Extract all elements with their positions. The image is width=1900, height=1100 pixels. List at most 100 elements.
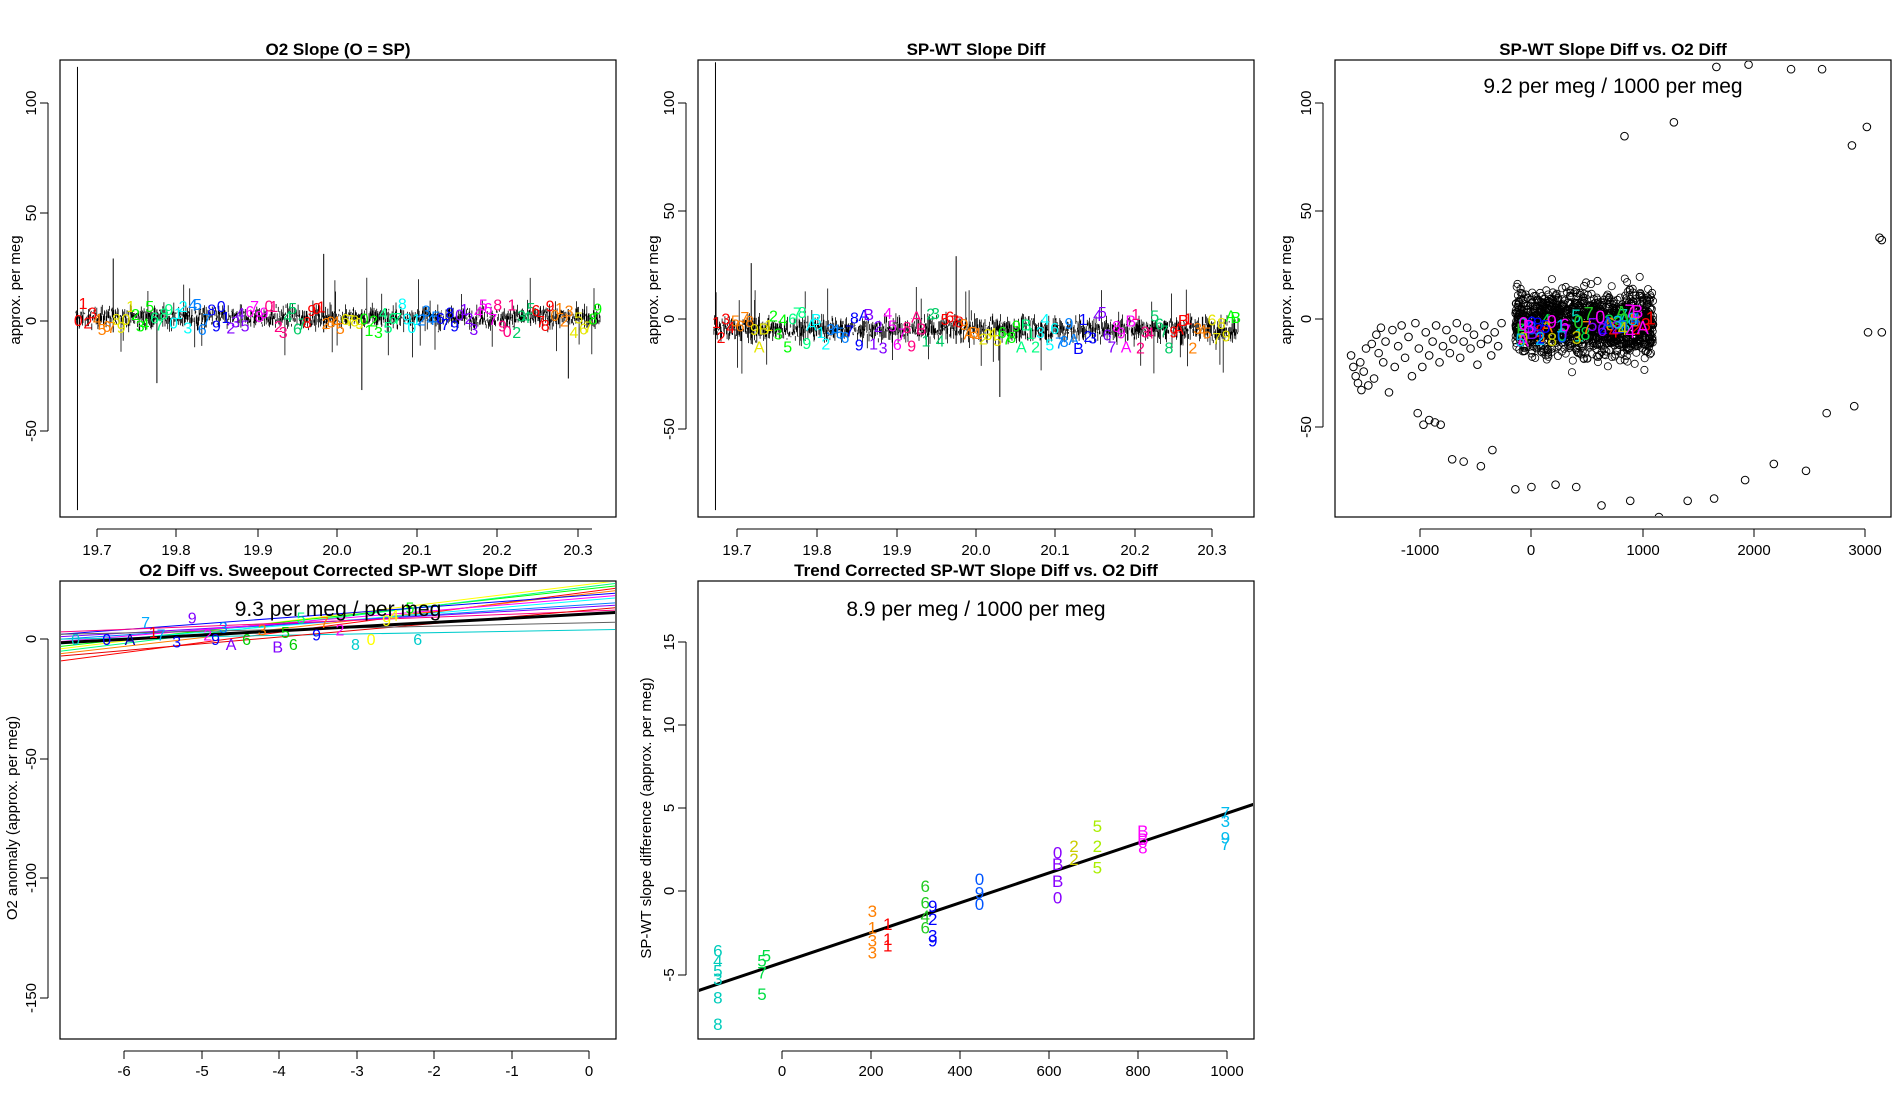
scatter-point [1712,62,1721,72]
data-label: 1 [222,310,231,327]
scatter-point [1597,312,1606,321]
scatter-point [1537,344,1546,353]
scatter-point [1643,299,1652,308]
scatter-point [1633,309,1642,318]
data-label: B [811,312,822,329]
scatter-point [1643,319,1652,328]
scatter-point [1564,305,1573,314]
scatter-point [1511,309,1520,318]
scatter-point [1568,356,1577,365]
scatter-point [1384,388,1394,397]
data-label: 5 [941,312,950,329]
data-label: 3 [88,306,97,323]
data-label: 8 [1217,316,1226,333]
data-label: 0 [367,632,376,649]
y-tick-label: 10 [661,717,678,734]
data-label: 5 [1540,317,1550,337]
data-label: 6 [998,325,1007,342]
series-line [75,277,601,358]
data-label: 6 [1050,321,1059,338]
data-label: 1 [1535,327,1545,347]
data-label: 0 [975,895,984,914]
data-label: 8 [713,988,722,1007]
data-label: B [916,321,927,338]
scatter-point [1522,312,1531,321]
scatter-point [1531,353,1540,362]
scatter-point [1600,330,1609,339]
fit-line-thin [61,609,615,633]
data-label: 5 [145,299,154,316]
data-label: 1 [883,930,892,949]
data-label: 9 [117,320,126,337]
scatter-point [1646,293,1655,302]
scatter-point [1553,351,1562,360]
scatter-point [1483,334,1493,344]
data-label: 0 [1053,843,1062,862]
scatter-point [1442,325,1451,335]
scatter-point [1430,418,1440,427]
data-label: 3 [868,943,877,962]
x-ticks: 19.7 19.8 19.9 20.0 20.1 20.2 20.3 [82,529,593,559]
data-label: 7 [950,313,959,330]
scatter-point [1528,298,1537,307]
data-label: 9 [802,336,811,353]
scatter-point [1599,325,1608,334]
scatter-point [1623,332,1632,341]
panel-o2-diff-vs-sweepout: O2 Diff vs. Sweepout Corrected SP-WT Slo… [4,561,617,1080]
y-ticks: 0 -50 -100 -150 [23,635,48,1013]
data-label: 9 [212,319,221,336]
scatter-point [1561,349,1570,358]
data-label: 6 [1207,312,1216,329]
y-tick-label: -5 [661,968,678,981]
scatter-point [1523,293,1532,302]
series-line [713,287,1239,374]
data-label: 4 [331,315,340,332]
data-label: 6 [921,893,930,912]
data-label: 8 [850,310,859,327]
scatter-point [1554,306,1563,315]
scatter-point [1452,318,1462,328]
data-label: 4 [779,313,788,330]
scatter-point [1555,324,1564,333]
scatter-point [1648,338,1657,347]
data-label: 6 [1155,317,1164,334]
scatter-point [1606,338,1615,347]
scatter-point [1640,354,1649,363]
data-label: 9 [382,613,391,630]
scatter-point [1600,345,1609,354]
data-label: 5 [762,947,771,966]
slope-annotation: 8.9 per meg / 1000 per meg [846,598,1105,621]
data-label: 8 [1628,309,1638,329]
scatter-point [1390,362,1400,372]
scatter-point [1631,291,1640,300]
scatter-point [1393,341,1403,351]
scatter-point [1376,323,1386,333]
scatter-point [1538,298,1547,307]
scatter-point [1514,302,1523,311]
x-ticks: 19.7 19.8 19.9 20.0 20.1 20.2 20.3 [722,529,1227,559]
data-label: 3 [868,902,877,921]
data-label: 2 [369,313,378,330]
data-label: 7 [1584,304,1594,324]
data-label: 8 [798,305,807,322]
data-label: 3 [374,325,383,342]
scatter-point [1602,339,1611,348]
scatter-point [1459,457,1468,466]
data-label: 5 [241,319,250,336]
data-label: 3 [279,325,288,342]
scatter-point [1620,355,1629,364]
data-label: 2 [465,311,474,328]
data-label: 3 [1572,328,1582,348]
data-label: 6 [788,312,797,329]
data-label: 7 [740,310,749,327]
x-tick-label: 0 [1527,542,1535,559]
scatter-point [1537,321,1546,330]
fit-line-thin [61,592,615,635]
data-label: 6 [945,309,954,326]
data-label: 9 [1222,328,1231,345]
y-axis-label: SP-WT slope difference (approx. per meg) [638,677,655,958]
data-label: 0 [74,313,83,330]
